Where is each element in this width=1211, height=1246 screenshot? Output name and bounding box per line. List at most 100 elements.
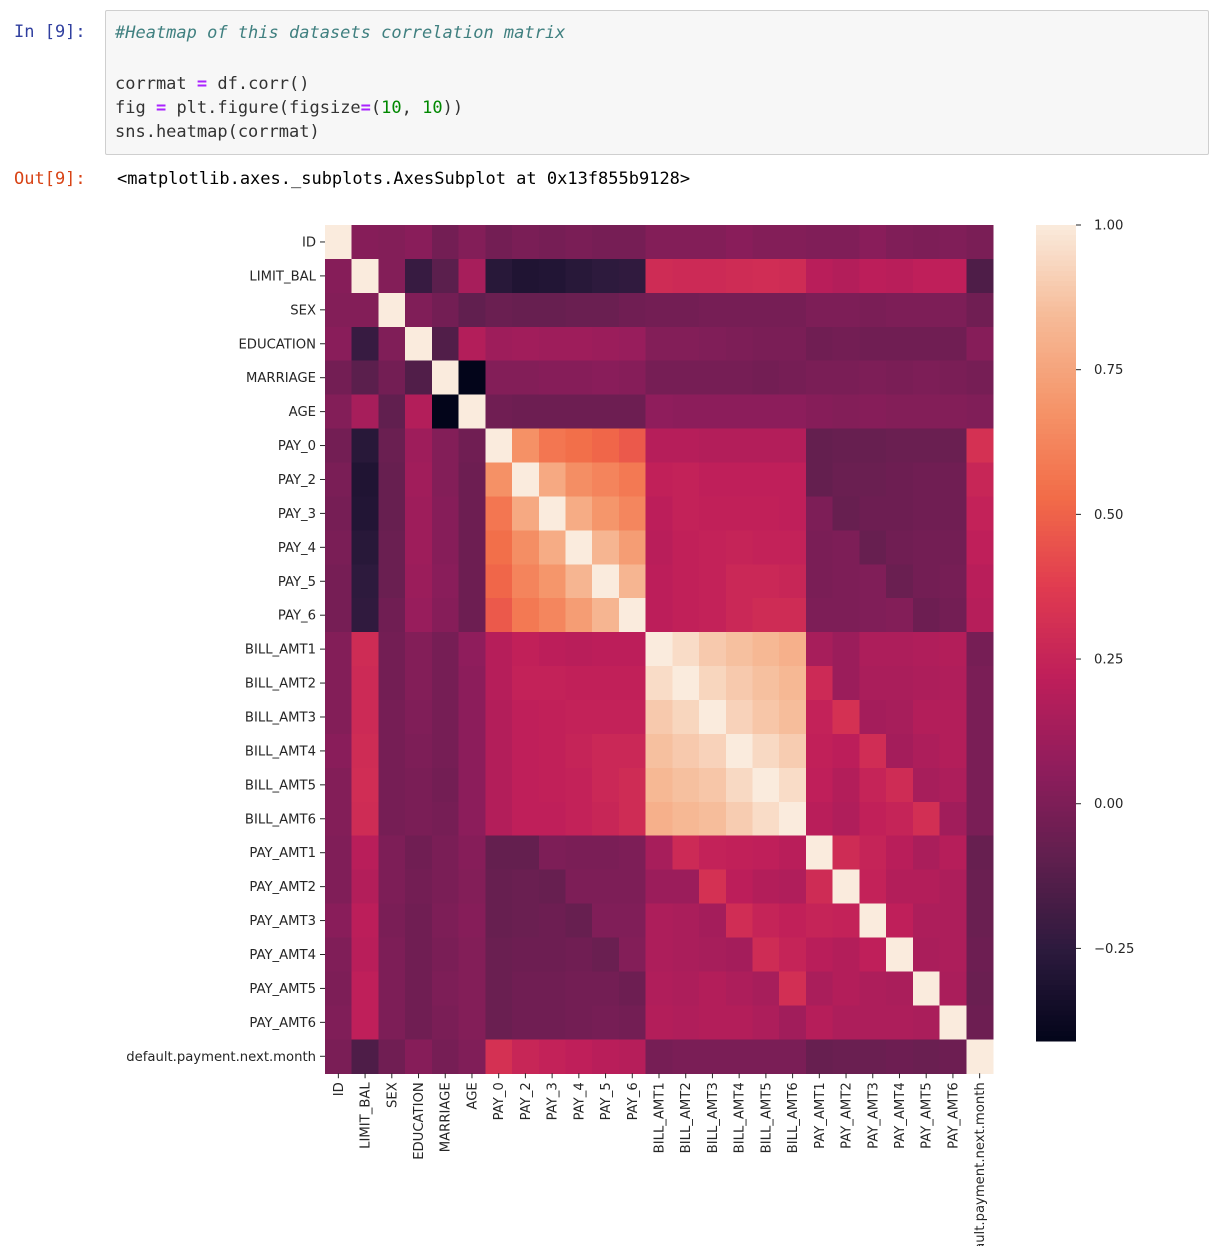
heatmap-cell — [618, 326, 647, 362]
heatmap-cell — [431, 394, 460, 430]
heatmap-cell — [805, 394, 834, 430]
heatmap-cell — [699, 1039, 727, 1074]
heatmap-cell — [966, 326, 994, 362]
heatmap-cell — [939, 835, 967, 871]
heatmap-cell — [859, 801, 887, 837]
heatmap-cell — [431, 801, 460, 837]
heatmap-cell — [966, 394, 994, 430]
heatmap-cell — [725, 225, 754, 260]
heatmap-cell — [805, 326, 834, 362]
heatmap-cell — [779, 835, 807, 871]
heatmap-cell — [485, 360, 513, 396]
colorbar-segment — [1036, 801, 1076, 807]
y-tick-label: PAY_AMT1 — [249, 846, 316, 861]
x-tick-label: LIMIT_BAL — [359, 1082, 374, 1149]
colorbar-segment — [1036, 592, 1076, 598]
colorbar-segment — [1036, 582, 1076, 588]
colorbar-segment — [1036, 627, 1076, 634]
colorbar-segment — [1036, 643, 1076, 649]
heatmap-cell — [912, 801, 941, 837]
y-tick-label: BILL_AMT4 — [245, 744, 316, 759]
heatmap-cell — [672, 801, 700, 837]
heatmap-cell — [405, 767, 433, 803]
heatmap-cell — [672, 971, 700, 1006]
heatmap-cell — [458, 530, 486, 565]
heatmap-cell — [538, 530, 567, 565]
heatmap-cell — [538, 835, 567, 871]
heatmap-cell — [351, 666, 380, 701]
colorbar-segment — [1036, 704, 1076, 711]
heatmap-cell — [886, 1005, 914, 1040]
heatmap-cell — [592, 835, 620, 871]
heatmap-cell — [752, 767, 780, 803]
heatmap-cell — [351, 733, 380, 769]
heatmap-cell — [966, 1039, 994, 1074]
colorbar-segment — [1036, 556, 1076, 563]
code-comment: #Heatmap of this datasets correlation ma… — [115, 23, 566, 43]
colorbar-segment — [1036, 653, 1076, 660]
heatmap-cell — [538, 801, 567, 837]
heatmap-cell — [832, 462, 860, 498]
heatmap-cell — [645, 869, 673, 905]
heatmap-cell — [966, 292, 994, 328]
heatmap-cell — [966, 801, 994, 837]
heatmap-cell — [832, 835, 860, 871]
heatmap-cell — [672, 1005, 700, 1040]
heatmap-cell — [325, 700, 353, 735]
heatmap-cell — [699, 258, 727, 294]
y-tick-label: default.payment.next.month — [126, 1050, 316, 1065]
heatmap-cell — [912, 598, 941, 633]
heatmap-cell — [378, 326, 406, 362]
x-tick-label: PAY_AMT6 — [946, 1082, 961, 1149]
heatmap-cell — [405, 462, 433, 498]
heatmap-cell — [378, 903, 406, 939]
heatmap-cell — [779, 1005, 807, 1040]
heatmap-cell — [912, 530, 941, 565]
heatmap-cell — [752, 598, 780, 633]
code-token: , — [401, 98, 423, 118]
colorbar-segment — [1036, 230, 1076, 236]
colorbar-segment — [1036, 954, 1076, 960]
colorbar-segment — [1036, 485, 1076, 491]
colorbar-segment — [1036, 378, 1076, 384]
heatmap-cell — [886, 225, 914, 260]
heatmap-cell — [779, 360, 807, 396]
code-cell[interactable]: #Heatmap of this datasets correlation ma… — [105, 10, 1209, 155]
heatmap-cell — [886, 258, 914, 294]
x-tick-label: BILL_AMT4 — [733, 1082, 748, 1153]
colorbar-tick-label: 0.25 — [1094, 653, 1123, 668]
heatmap-cell — [699, 903, 727, 939]
heatmap-cell — [672, 632, 700, 667]
colorbar-segment — [1036, 474, 1076, 481]
colorbar-segment — [1036, 959, 1076, 966]
heatmap-cell — [672, 428, 700, 464]
heatmap-cell — [645, 225, 673, 260]
heatmap-cell — [832, 530, 860, 565]
colorbar-segment — [1036, 342, 1076, 348]
colorbar-segment — [1036, 250, 1076, 257]
colorbar-segment — [1036, 673, 1076, 680]
x-tick-label: PAY_AMT5 — [920, 1082, 935, 1149]
heatmap-cell — [351, 225, 380, 260]
heatmap-cell — [405, 733, 433, 769]
heatmap-cell — [565, 496, 593, 531]
heatmap-cell — [805, 564, 834, 599]
heatmap-cell — [859, 496, 887, 531]
x-tick-label: AGE — [465, 1082, 480, 1109]
heatmap-cell — [618, 462, 647, 498]
heatmap-cell — [699, 733, 727, 769]
heatmap-cell — [672, 937, 700, 973]
heatmap-cell — [592, 1039, 620, 1074]
colorbar-segment — [1036, 786, 1076, 792]
colorbar-segment — [1036, 918, 1076, 925]
code-number: 10 — [381, 98, 402, 118]
colorbar-segment — [1036, 357, 1076, 364]
heatmap-cell — [458, 767, 486, 803]
colorbar-segment — [1036, 265, 1076, 272]
colorbar-segment — [1036, 398, 1076, 405]
heatmap-cell — [565, 1005, 593, 1040]
heatmap-cell — [618, 360, 647, 396]
colorbar-segment — [1036, 872, 1076, 879]
heatmap-cell — [378, 801, 406, 837]
heatmap-cell — [672, 835, 700, 871]
